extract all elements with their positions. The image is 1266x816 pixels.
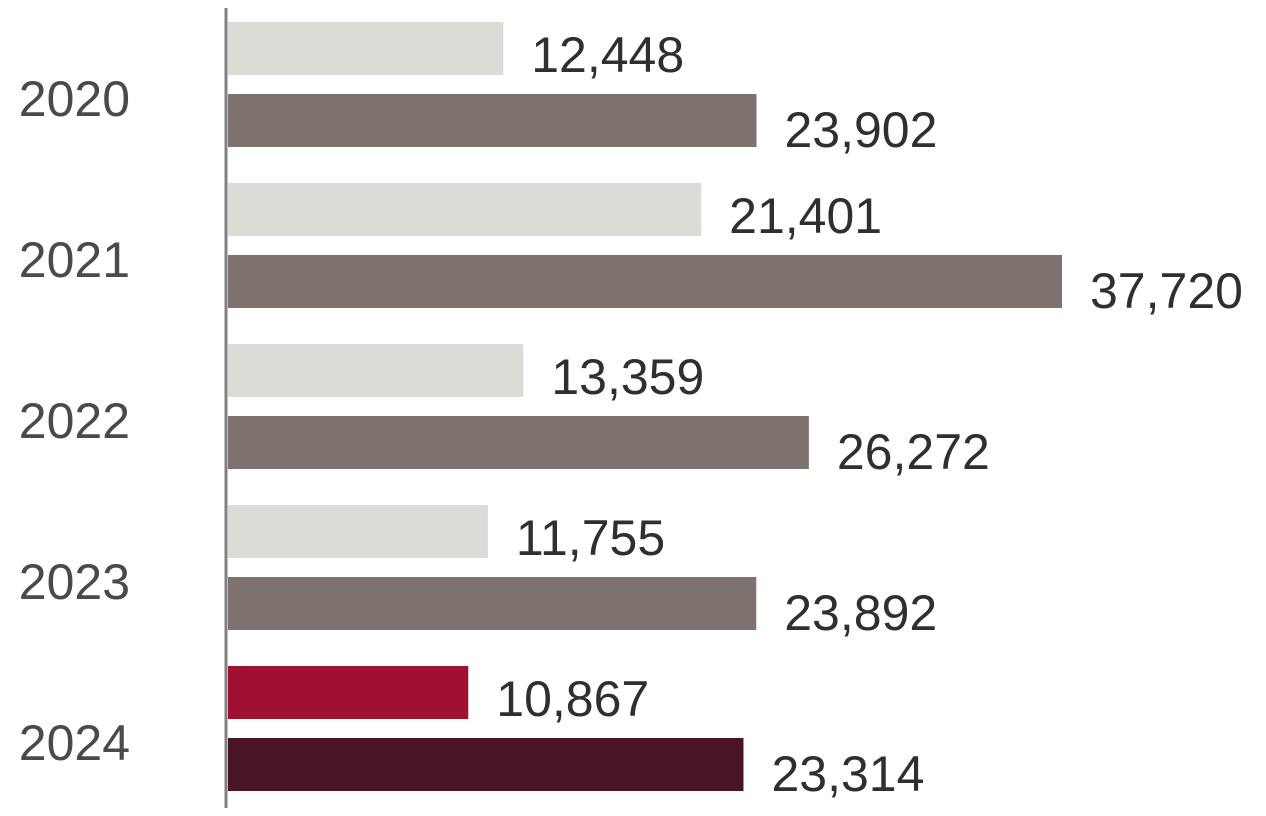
value-label-2023-series-1: 11,755 — [516, 510, 665, 566]
bar-2021-series-2 — [228, 255, 1062, 308]
bar-2024-series-2 — [228, 738, 744, 791]
bar-2020-series-1 — [228, 22, 504, 75]
category-labels-layer: 2020 2021 2022 2023 2024 — [19, 71, 130, 771]
category-label-2021: 2021 — [19, 232, 130, 288]
bar-2024-series-1 — [228, 666, 469, 719]
value-label-2020-series-1: 12,448 — [531, 27, 684, 83]
value-labels-layer: 12,448 23,902 21,401 37,720 13,359 26,272 11,7… — [496, 27, 1243, 802]
value-label-2024-series-1: 10,867 — [496, 671, 649, 727]
category-label-2024: 2024 — [19, 715, 130, 771]
value-label-2023-series-2: 23,892 — [784, 585, 937, 641]
bar-2023-series-2 — [228, 577, 757, 630]
value-label-2020-series-2: 23,902 — [784, 102, 937, 158]
value-label-2024-series-2: 23,314 — [771, 746, 924, 802]
category-label-2020: 2020 — [19, 71, 130, 127]
value-label-2021-series-1: 21,401 — [729, 188, 882, 244]
bar-2022-series-1 — [228, 344, 524, 397]
bar-2021-series-1 — [228, 183, 702, 236]
bar-2020-series-2 — [228, 94, 757, 147]
value-label-2022-series-1: 13,359 — [551, 349, 704, 405]
bar-2023-series-1 — [228, 505, 488, 558]
value-label-2022-series-2: 26,272 — [837, 424, 990, 480]
bar-2022-series-2 — [228, 416, 809, 469]
bars-layer — [228, 22, 1062, 791]
category-label-2023: 2023 — [19, 554, 130, 610]
value-label-2021-series-2: 37,720 — [1090, 263, 1243, 319]
category-label-2022: 2022 — [19, 393, 130, 449]
